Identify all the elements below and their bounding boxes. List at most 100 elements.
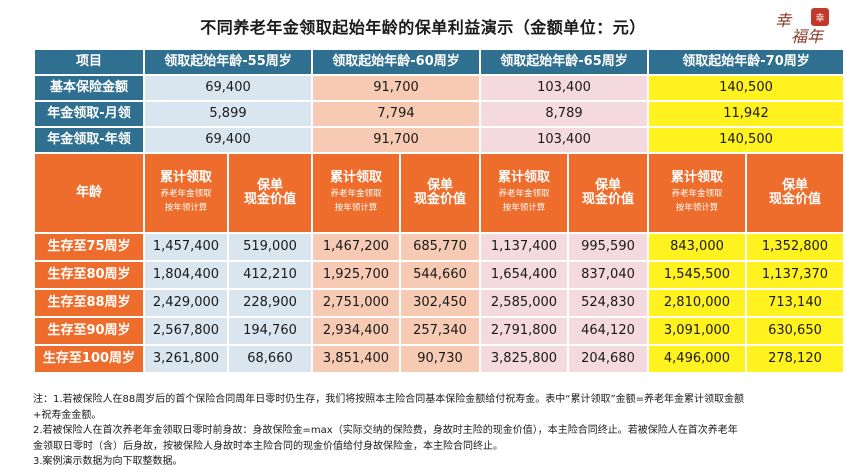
table-row: 基本保险金额 69,400 91,700 103,400 140,500 [33,74,845,102]
cell-value: 2,810,000 [647,288,747,318]
cell-value: 544,660 [399,260,481,290]
cell-value: 837,040 [567,260,649,290]
row-label: 年金领取-年领 [33,126,145,154]
cell-value: 3,261,800 [143,344,229,374]
seal-logo-icon: 幸 幸 福年 [775,8,829,46]
cell-value: 90,730 [399,344,481,374]
table-row: 生存至90周岁 2,567,800 194,760 2,934,400 257,… [33,316,845,346]
cell-value: 1,467,200 [311,232,401,262]
cum-header-65: 累计领取 养老年金领取 按年领计算 [479,152,569,234]
cell-value: 8,789 [479,100,649,128]
cell-value: 2,751,000 [311,288,401,318]
row-label: 年金领取-月领 [33,100,145,128]
cum-header-55: 累计领取 养老年金领取 按年领计算 [143,152,229,234]
cell-value: 2,567,800 [143,316,229,346]
cum-title: 累计领取 [497,169,550,185]
age-header-row: 年龄 累计领取 养老年金领取 按年领计算 保单 现金价值 累计领取 养老年金领取 按年… [33,152,845,234]
header-col-65: 领取起始年龄-65周岁 [479,48,649,76]
cash-header-65: 保单 现金价值 [567,152,649,234]
table-row: 生存至100周岁 3,261,800 68,660 3,851,400 90,7… [33,344,845,374]
header-item: 项目 [33,48,145,76]
cell-value: 278,120 [745,344,845,374]
cell-value: 3,851,400 [311,344,401,374]
cell-value: 630,650 [745,316,845,346]
cum-sub: 养老年金领取 按年领计算 [330,189,382,213]
row-label: 生存至80周岁 [33,260,145,290]
cum-sub: 养老年金领取 按年领计算 [498,189,550,213]
cell-value: 1,654,400 [479,260,569,290]
header-col-55: 领取起始年龄-55周岁 [143,48,313,76]
cell-value: 2,934,400 [311,316,401,346]
table-row: 生存至88周岁 2,429,000 228,900 2,751,000 302,… [33,288,845,318]
cell-value: 7,794 [311,100,481,128]
age-header: 年龄 [33,152,145,234]
cell-value: 713,140 [745,288,845,318]
header-col-70: 领取起始年龄-70周岁 [647,48,845,76]
cell-value: 1,137,370 [745,260,845,290]
cell-value: 103,400 [479,126,649,154]
cell-value: 412,210 [227,260,313,290]
cum-title: 累计领取 [670,169,723,185]
cell-value: 3,091,000 [647,316,747,346]
cell-value: 228,900 [227,288,313,318]
cum-title: 累计领取 [329,169,382,185]
cell-value: 2,585,000 [479,288,569,318]
cell-value: 140,500 [647,126,845,154]
header-row: 项目 领取起始年龄-55周岁 领取起始年龄-60周岁 领取起始年龄-65周岁 领… [33,48,845,76]
cell-value: 1,545,500 [647,260,747,290]
cell-value: 5,899 [143,100,313,128]
cum-sub: 养老年金领取 按年领计算 [160,189,212,213]
cash-header-55: 保单 现金价值 [227,152,313,234]
table-row: 生存至75周岁 1,457,400 519,000 1,467,200 685,… [33,232,845,262]
cell-value: 995,590 [567,232,649,262]
cash-header-60: 保单 现金价值 [399,152,481,234]
cell-value: 103,400 [479,74,649,102]
row-label: 基本保险金额 [33,74,145,102]
row-label: 生存至75周岁 [33,232,145,262]
header-col-60: 领取起始年龄-60周岁 [311,48,481,76]
cell-value: 1,804,400 [143,260,229,290]
cell-value: 91,700 [311,74,481,102]
cum-header-70: 累计领取 养老年金领取 按年领计算 [647,152,747,234]
cell-value: 2,791,800 [479,316,569,346]
cell-value: 257,340 [399,316,481,346]
cell-value: 11,942 [647,100,845,128]
footnotes: 注：1.若被保险人在88周岁后的首个保险合同周年日零时仍生存，我们将按照本主险合… [33,392,833,470]
svg-text:幸: 幸 [775,11,793,30]
cell-value: 69,400 [143,126,313,154]
cell-value: 1,925,700 [311,260,401,290]
cum-title: 累计领取 [159,169,212,185]
row-label: 生存至100周岁 [33,344,145,374]
cell-value: 91,700 [311,126,481,154]
row-label: 生存至88周岁 [33,288,145,318]
note-line: 3.案例演示数据为向下取整数据。 [33,456,183,467]
table-row: 年金领取-月领 5,899 7,794 8,789 11,942 [33,100,845,128]
benefit-table: 项目 领取起始年龄-55周岁 领取起始年龄-60周岁 领取起始年龄-65周岁 领… [33,48,845,374]
note-line: +祝寿金金额。 [33,409,102,421]
cell-value: 1,137,400 [479,232,569,262]
cell-value: 68,660 [227,344,313,374]
cell-value: 69,400 [143,74,313,102]
cell-value: 204,680 [567,344,649,374]
table-row: 生存至80周岁 1,804,400 412,210 1,925,700 544,… [33,260,845,290]
cell-value: 464,120 [567,316,649,346]
cell-value: 1,457,400 [143,232,229,262]
note-line: 注：1.若被保险人在88周岁后的首个保险合同周年日零时仍生存，我们将按照本主险合… [33,394,745,405]
table-row: 年金领取-年领 69,400 91,700 103,400 140,500 [33,126,845,154]
cell-value: 519,000 [227,232,313,262]
cell-value: 524,830 [567,288,649,318]
cum-header-60: 累计领取 养老年金领取 按年领计算 [311,152,401,234]
cell-value: 843,000 [647,232,747,262]
cell-value: 685,770 [399,232,481,262]
note-line: 2.若被保险人在首次养老年金领取日零时前身故：身故保险金=max（实际交纳的保险… [33,425,738,436]
cell-value: 3,825,800 [479,344,569,374]
svg-text:福年: 福年 [791,27,825,46]
row-label: 生存至90周岁 [33,316,145,346]
svg-text:幸: 幸 [815,13,824,24]
cell-value: 4,496,000 [647,344,747,374]
cell-value: 140,500 [647,74,845,102]
cell-value: 194,760 [227,316,313,346]
cum-sub: 养老年金领取 按年领计算 [671,189,723,213]
cell-value: 302,450 [399,288,481,318]
note-line: 金领取日零时（含）后身故，按被保险人身故时本主险合同的现金价值给付身故保险金，本… [33,440,503,452]
